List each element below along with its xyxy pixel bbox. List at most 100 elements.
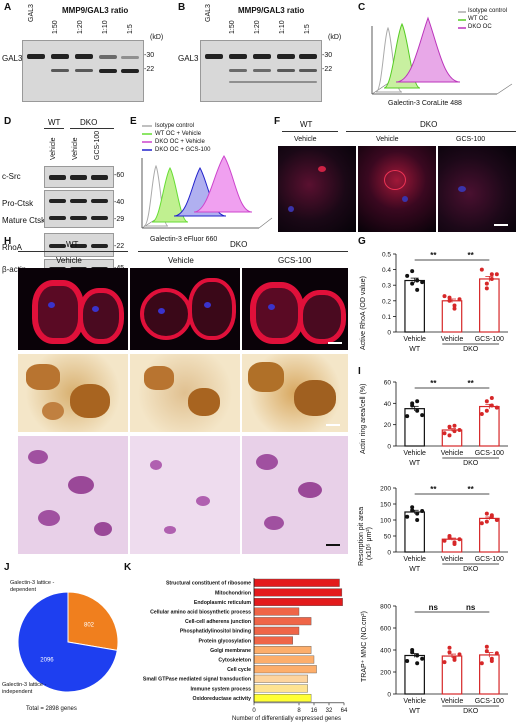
panel-i-resorption-ytick-label-2: 100: [380, 518, 391, 525]
panel-g-point-0-0: [405, 273, 410, 278]
panel-d-lane-0: Vehicle: [50, 137, 57, 160]
panel-g-ytick-label-4: 0.4: [382, 267, 391, 274]
panel-g-point-2-1: [484, 281, 489, 286]
panel-g-point-2-5: [494, 272, 499, 277]
panel-g-point-1-2: [452, 303, 457, 308]
panel-i-resorption-point-0-4: [415, 518, 420, 522]
panel-i-trap-bar-2: [479, 654, 500, 695]
panel-i-resorption-ylabel-unit: (x10⁵ μm²): [366, 527, 373, 560]
panel-i-actin-ylabel: Actin ring area/cell (%): [360, 383, 367, 454]
panel-k-category-2: Endoplasmic reticulum: [194, 600, 251, 606]
panel-i-actin-point-0-0: [405, 414, 410, 419]
panel-i-actin-ytick-label-2: 40: [384, 401, 392, 408]
panel-i-actin-point-1-4: [452, 423, 457, 428]
panel-f-col-0: Vehicle: [294, 136, 317, 143]
panel-b-marker-30: -30: [322, 52, 333, 59]
panel-k-category-8: Cytoskeleton: [218, 658, 251, 664]
panel-i-resorption-point-0-3: [410, 508, 415, 513]
panel-h-col-0: Vehicle: [56, 256, 82, 265]
panel-g-ytick-label-5: 0.5: [382, 252, 391, 259]
panel-k-category-6: Protein glycosylation: [199, 638, 251, 644]
panel-i-actin-chart: 0 20 40 60 Vehicle Vehicle GCS-100 WT DKO ** **: [384, 379, 508, 467]
panel-d-row-0: c-Src: [2, 172, 21, 181]
panel-i-resorption-sig-1: **: [468, 485, 475, 494]
panel-i-actin-point-0-2: [415, 408, 420, 413]
panel-i-trap-chart: 0 200 400 600 800 Vehicle Vehicle GCS-100 WT DKO n…: [380, 603, 508, 715]
panel-h-actin-wt: [18, 268, 128, 350]
panel-i-trap-point-2-1: [484, 644, 489, 649]
panel-i-trap-point-2-3: [484, 649, 489, 654]
panel-c-plot: [371, 11, 513, 95]
panel-k-bar-5: [253, 626, 300, 635]
panel-k-category-1: Mitochondrion: [215, 590, 251, 596]
panel-i-actin-point-0-4: [415, 399, 420, 404]
panel-e-legend: [142, 125, 152, 151]
panel-k-xtick-label-1: 8: [297, 708, 301, 714]
panel-i-resorption-ytick-label-0: 0: [387, 550, 391, 557]
panel-d-blot-ctsk: [44, 190, 114, 228]
panel-i-actin-point-2-2: [489, 396, 494, 400]
panel-b-lane-1: 1:50: [229, 20, 236, 34]
panel-i-actin-point-0-5: [420, 413, 425, 418]
panel-i-actin-point-1-1: [447, 424, 452, 429]
panel-k-bar-12: [253, 693, 312, 702]
panel-d-kd-2: -29: [114, 216, 125, 223]
panel-b-title: MMP9/GAL3 ratio: [238, 6, 305, 15]
panel-j-value-0: 802: [84, 622, 95, 628]
panel-k-category-3: Cellular amino acid biosynthetic process: [150, 610, 251, 616]
panel-i-resorption-point-1-4: [452, 542, 457, 546]
panel-d-lane-1: Vehicle: [72, 137, 79, 160]
panel-a-title: MMP9/GAL3 ratio: [62, 6, 129, 15]
panel-g-sig-0: **: [430, 251, 437, 260]
panel-e-legend-0: Isotype control: [155, 123, 195, 129]
panel-j-total: Total = 2898 genes: [26, 706, 77, 712]
panel-i-resorption-point-0-1: [410, 505, 415, 510]
panel-a-lane-3: 1:10: [102, 20, 109, 34]
panel-a-marker-30: -30: [144, 52, 155, 59]
panel-e-legend-2: DKO OC + Vehicle: [155, 139, 205, 145]
panel-i-trap-ytick-label-0: 0: [387, 692, 391, 699]
panel-h-trap-wt: [18, 354, 128, 432]
panel-i-resorption-sig-0: **: [430, 485, 437, 494]
panel-g-bar-2: [479, 278, 500, 333]
panel-i-actin-xtick-label-2: GCS-100: [475, 450, 504, 457]
panel-g-bar-1: [441, 300, 463, 333]
panel-c-legend-1: WT OC: [468, 16, 488, 22]
panel-g-xtick-label-2: GCS-100: [475, 336, 504, 343]
panel-b-marker-22: -22: [322, 66, 333, 73]
panel-i-trap-sig-0: ns: [429, 603, 439, 612]
panel-f-col-1: Vehicle: [376, 136, 399, 143]
panel-i-resorption-chart: 0 50 100 150 200 Vehicle Vehicle GCS-100 WT DKO **…: [380, 485, 508, 573]
panel-i-resorption-point-2-3: [484, 519, 489, 524]
panel-k-category-10: Small GTPase mediated signal transductio…: [143, 677, 251, 683]
panel-k-bar-0: [253, 578, 340, 587]
panel-i-trap-group-label-0: WT: [409, 708, 421, 715]
panel-k-category-7: Golgi membrane: [210, 648, 251, 654]
panel-label-f: F: [274, 116, 281, 127]
panel-g-ytick-label-2: 0.2: [382, 298, 391, 305]
panel-i-actin-point-2-1: [484, 399, 489, 404]
panel-k-xtick-label-4: 64: [341, 708, 348, 714]
panel-d-row-2: Mature Ctsk: [2, 216, 46, 225]
panel-g-point-0-1: [410, 281, 415, 286]
panel-i-actin-ytick-label-1: 20: [384, 422, 392, 429]
panel-g-point-0-5: [420, 280, 425, 285]
panel-k-category-5: Phosphatidylinositol binding: [180, 629, 251, 635]
panel-g-group-label-1: DKO: [463, 346, 479, 353]
panel-k-category-9: Cell cycle: [227, 667, 251, 673]
panel-k-bar-7: [253, 645, 312, 654]
panel-i-trap-xtick-label-1: Vehicle: [441, 698, 464, 705]
panel-g-point-2-0: [479, 267, 484, 272]
panel-label-c: C: [358, 2, 366, 13]
panel-i-trap-point-1-1: [447, 645, 452, 650]
panel-d-row-4: β-actin: [2, 265, 27, 274]
panel-k-xtick-label-2: 16: [311, 708, 318, 714]
panel-label-i: I: [358, 366, 361, 377]
panel-g-point-0-4: [415, 278, 420, 283]
panel-i-resorption-ytick-label-4: 200: [380, 486, 391, 493]
panel-g-point-2-4: [489, 276, 494, 281]
panel-f-group-wt: WT: [300, 120, 313, 129]
panel-i-trap-ylabel: TRAP⁺ MNC (NO.cm²): [361, 611, 368, 682]
panel-j-slice-0: [67, 591, 119, 651]
panel-k-bar-6: [253, 636, 293, 645]
